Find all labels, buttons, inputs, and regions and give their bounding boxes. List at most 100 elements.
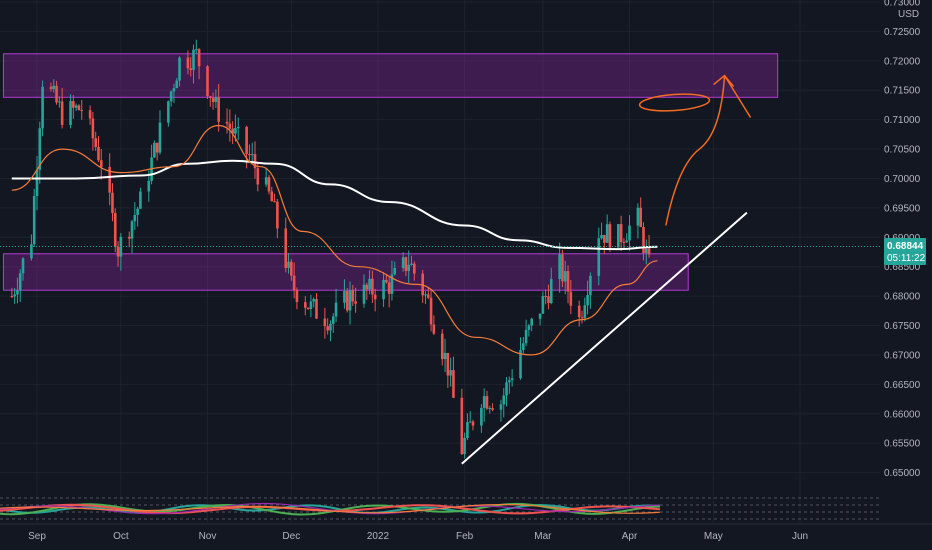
candle-body — [16, 290, 19, 295]
time-tick-label: Oct — [113, 531, 129, 542]
ascending-trendline[interactable] — [461, 211, 748, 465]
candle-body — [326, 326, 329, 331]
candle-body — [315, 298, 318, 319]
candle-body — [186, 57, 190, 69]
candle-body — [586, 294, 589, 306]
candle-body — [228, 123, 232, 129]
candle-body — [544, 296, 547, 298]
candle-body — [287, 261, 290, 268]
candle-body — [169, 91, 173, 102]
candle-body — [30, 244, 33, 259]
price-tick-label: 0.71500 — [884, 86, 921, 97]
price-tick-label: 0.67000 — [884, 350, 921, 361]
candle-body — [38, 128, 42, 170]
time-tick-label: Sep — [28, 531, 46, 542]
time-tick-label: May — [704, 531, 723, 542]
candle-body — [52, 85, 56, 90]
oscillator-line — [0, 503, 661, 514]
price-badge-countdown: 05:11:22 — [887, 253, 926, 264]
candle-body — [331, 316, 335, 324]
moving-average-long — [11, 159, 658, 251]
candle-body — [401, 257, 405, 268]
candle-body — [35, 169, 39, 196]
candle-body — [343, 291, 346, 303]
candle-body — [510, 378, 514, 381]
time-tick-label: Mar — [534, 531, 552, 542]
candle-body — [139, 191, 142, 209]
candle-body — [429, 297, 433, 325]
candle-body — [617, 224, 620, 248]
candle-body — [449, 370, 452, 376]
candle-body — [421, 273, 424, 296]
candle-body — [77, 105, 81, 111]
candle-body — [382, 279, 385, 300]
candle-body — [116, 246, 120, 257]
time-tick-label: Apr — [622, 531, 638, 542]
candle-body — [334, 302, 338, 317]
time-tick-label: 2022 — [367, 531, 390, 542]
candle-body — [60, 101, 64, 125]
candle-body — [345, 291, 349, 311]
candle-body — [530, 318, 533, 326]
candle-body — [485, 396, 489, 409]
candle-body — [178, 57, 181, 81]
resistance-zone[interactable] — [2, 53, 779, 98]
candle-body — [538, 313, 542, 319]
price-tick-label: 0.65000 — [884, 468, 921, 479]
candle-body — [111, 192, 114, 214]
candle-body — [563, 271, 567, 282]
candle-body — [368, 278, 371, 290]
price-tick-label: 0.68000 — [884, 292, 921, 303]
circle-highlight[interactable] — [638, 92, 711, 113]
candle-body — [273, 201, 276, 203]
candle-body — [527, 325, 531, 330]
price-tick-label: 0.73000 — [884, 0, 921, 9]
candle-body — [390, 274, 394, 294]
candle-body — [404, 257, 408, 271]
price-tick-label: 0.72500 — [884, 27, 921, 38]
candle-body — [225, 121, 229, 124]
candle-body — [217, 97, 220, 122]
price-badge-background — [884, 238, 926, 265]
candle-body — [393, 267, 397, 275]
support-zone[interactable] — [2, 253, 689, 291]
candle-body — [136, 208, 139, 215]
price-axis-background — [880, 0, 932, 550]
candle-body — [49, 86, 53, 90]
candle-body — [113, 213, 117, 247]
candle-body — [482, 396, 486, 408]
time-tick-label: Dec — [282, 531, 300, 542]
candle-body — [466, 422, 469, 439]
projection-arrow[interactable] — [665, 75, 726, 226]
candlesticks — [10, 39, 651, 459]
candle-body — [133, 214, 137, 222]
candle-body — [480, 407, 483, 426]
time-tick-label: Nov — [199, 531, 217, 542]
candle-body — [488, 408, 492, 410]
candle-body — [158, 122, 162, 153]
candle-body — [636, 207, 640, 226]
drawings — [461, 74, 752, 465]
price-tick-label: 0.68500 — [884, 262, 921, 273]
price-tick-label: 0.69500 — [884, 203, 921, 214]
price-badge-price: 0.68844 — [887, 241, 924, 252]
candle-body — [424, 294, 427, 296]
candle-body — [580, 317, 584, 319]
candle-body — [304, 302, 307, 308]
candle-body — [371, 278, 374, 295]
candle-body — [208, 96, 212, 98]
candle-body — [256, 168, 260, 185]
candle-body — [267, 177, 271, 192]
candle-body — [577, 305, 581, 318]
candle-body — [248, 154, 251, 156]
currency-label: USD — [898, 9, 919, 20]
candle-body — [312, 298, 315, 302]
price-tick-label: 0.66500 — [884, 380, 921, 391]
candle-body — [583, 305, 587, 318]
candle-body — [440, 333, 444, 360]
candle-body — [292, 275, 296, 290]
time-axis[interactable]: Sep Oct Nov Dec 2022 Feb Mar Apr May Jun — [0, 523, 932, 542]
candle-body — [195, 49, 198, 51]
grid-lines — [0, 0, 880, 522]
